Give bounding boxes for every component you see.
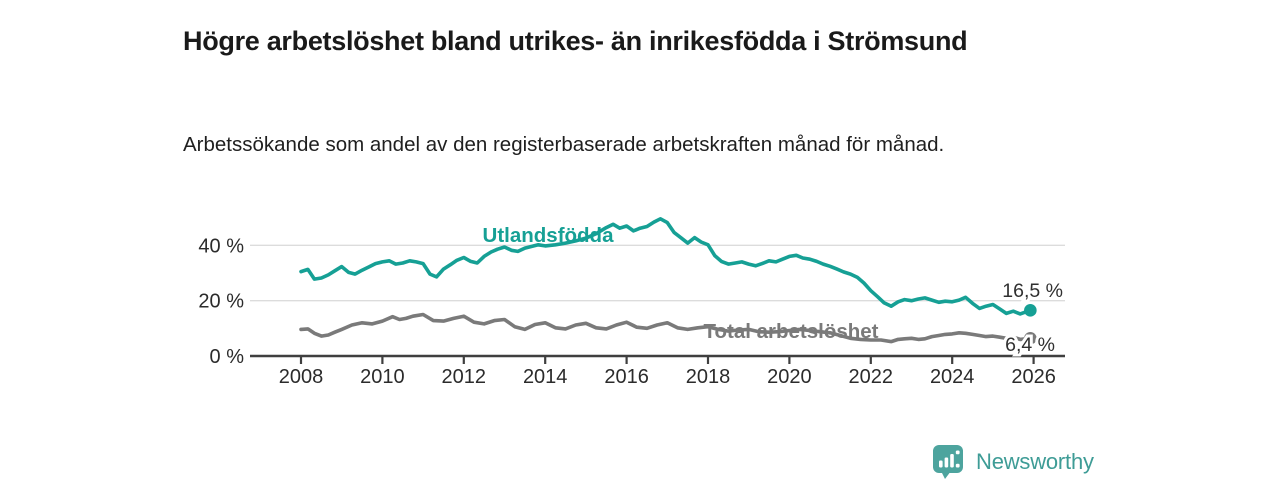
x-tick-label: 2026 — [1011, 366, 1056, 388]
series-end-dot-utlandsfodda — [1024, 304, 1037, 317]
series-end-dot-total — [1024, 331, 1037, 345]
newsworthy-brand: Newsworthy — [932, 444, 1094, 479]
series-label-total: Total arbetslöshet — [703, 320, 878, 343]
series-line-total — [299, 312, 1033, 344]
page-title: Högre arbetslöshet bland utrikes- än inr… — [183, 26, 968, 57]
y-tick-label: 0 % — [210, 346, 245, 368]
x-tick-label: 2020 — [767, 366, 812, 388]
end-value-label-total: 6,4 % — [1005, 334, 1055, 356]
x-tick-label: 2014 — [523, 366, 568, 388]
x-tick-label: 2010 — [360, 366, 405, 388]
series-line-utlandsfodda — [299, 217, 1033, 316]
y-tick-label: 40 % — [198, 235, 244, 257]
page-subtitle: Arbetssökande som andel av den registerb… — [183, 132, 945, 156]
end-value-label-utlandsfodda: 16,5 % — [1002, 280, 1063, 302]
series-label-utlandsfodda: Utlandsfödda — [483, 224, 615, 247]
x-tick-label: 2018 — [686, 366, 731, 388]
brand-name: Newsworthy — [976, 448, 1094, 474]
x-tick-label: 2008 — [279, 366, 324, 388]
y-tick-label: 20 % — [198, 291, 244, 313]
x-tick-label: 2012 — [442, 366, 487, 388]
bar-chart-speech-bubble-icon — [933, 445, 963, 479]
x-tick-label: 2016 — [604, 366, 649, 388]
x-tick-label: 2022 — [849, 366, 894, 388]
x-tick-label: 2024 — [930, 366, 975, 388]
